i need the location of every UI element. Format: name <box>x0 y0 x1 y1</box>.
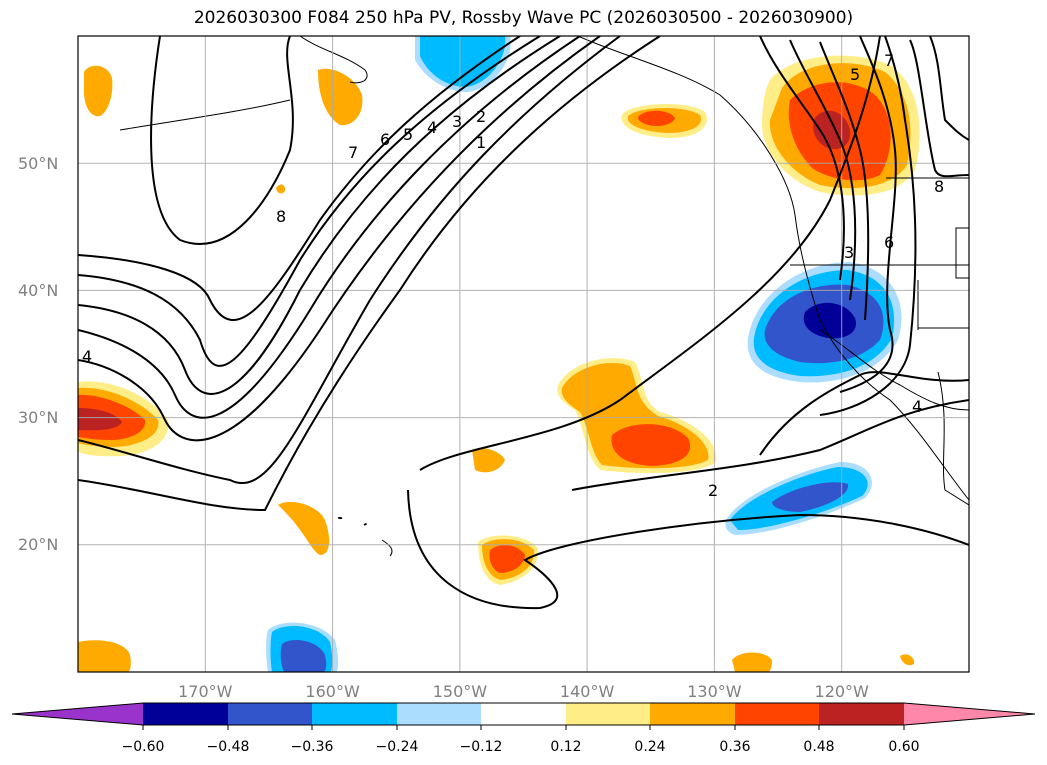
contour-label: 7 <box>884 51 894 70</box>
contour-label: 6 <box>884 233 894 252</box>
contour-label: 5 <box>403 125 413 144</box>
contour-label: 8 <box>276 207 286 226</box>
colorbar-segment <box>819 703 904 725</box>
lon-label-140w: 140°W <box>560 682 615 701</box>
colorbar-segment <box>735 703 819 725</box>
colorbar-tick-label: −0.60 <box>122 739 165 755</box>
contour-label: 4 <box>82 347 92 366</box>
contour-label: 3 <box>452 112 462 131</box>
anomaly-positive-gulf-alaska <box>621 104 707 138</box>
anomaly-negative-north <box>415 36 511 92</box>
lat-label-50n: 50°N <box>18 154 58 173</box>
lon-label-150w: 150°W <box>433 682 488 701</box>
lon-label-170w: 170°W <box>178 682 233 701</box>
colorbar-segment <box>397 703 481 725</box>
contour-label: 4 <box>912 397 922 416</box>
colorbar: −0.60 −0.48 −0.36 −0.24 −0.12 0.12 0.24 … <box>11 702 1036 755</box>
anomaly-positive-central <box>557 358 717 474</box>
colorbar-min-extension <box>12 703 143 725</box>
colorbar-tick-label: 0.48 <box>803 739 834 755</box>
pc-contours <box>78 36 969 610</box>
contour-label: 2 <box>476 107 486 126</box>
contour-label: 8 <box>934 177 944 196</box>
colorbar-tick-label: −0.48 <box>207 739 250 755</box>
contour-label: 1 <box>476 133 486 152</box>
colorbar-segment <box>566 703 650 725</box>
colorbar-max-extension <box>904 703 1035 725</box>
contour-label: 3 <box>844 243 854 262</box>
colorbar-segment <box>143 703 228 725</box>
contour-label: 6 <box>380 130 390 149</box>
colorbar-tick-label: 0.60 <box>888 739 919 755</box>
colorbar-segment <box>228 703 312 725</box>
anomaly-negative-california <box>747 262 902 383</box>
anomaly-negative-south <box>266 622 339 672</box>
contour-labels: 8 7 6 5 4 3 2 1 2 3 4 5 6 7 8 4 <box>82 51 944 500</box>
lon-label-120w: 120°W <box>815 682 870 701</box>
colorbar-segment <box>312 703 397 725</box>
gridlines <box>78 36 969 672</box>
plot-frame <box>77 35 970 673</box>
colorbar-tick-label: −0.24 <box>376 739 419 755</box>
lon-label-130w: 130°W <box>687 682 742 701</box>
lon-label-160w: 160°W <box>305 682 360 701</box>
contour-label: 2 <box>708 481 718 500</box>
map-title: 2026030300 F084 250 hPa PV, Rossby Wave … <box>193 8 854 28</box>
colorbar-segment <box>650 703 735 725</box>
anomaly-positive-northeast <box>761 55 920 196</box>
lat-label-20n: 20°N <box>18 535 58 554</box>
latitude-labels: 20°N 30°N 40°N 50°N <box>18 154 58 554</box>
lat-label-30n: 30°N <box>18 408 58 427</box>
colorbar-tick-label: −0.12 <box>460 739 503 755</box>
contour-label: 7 <box>348 143 358 162</box>
colorbar-ticks <box>142 725 905 730</box>
lat-label-40n: 40°N <box>18 281 58 300</box>
contour-label: 5 <box>850 65 860 84</box>
colorbar-tick-label: 0.24 <box>634 739 665 755</box>
colorbar-tick-label: −0.36 <box>291 739 334 755</box>
contour-label: 4 <box>427 118 437 137</box>
colorbar-tick-label: 0.36 <box>719 739 750 755</box>
colorbar-tick-label: 0.12 <box>550 739 581 755</box>
pv-anomaly-fills <box>78 36 920 672</box>
colorbar-segment <box>481 703 566 725</box>
longitude-labels: 170°W 160°W 150°W 140°W 130°W 120°W <box>178 682 869 701</box>
